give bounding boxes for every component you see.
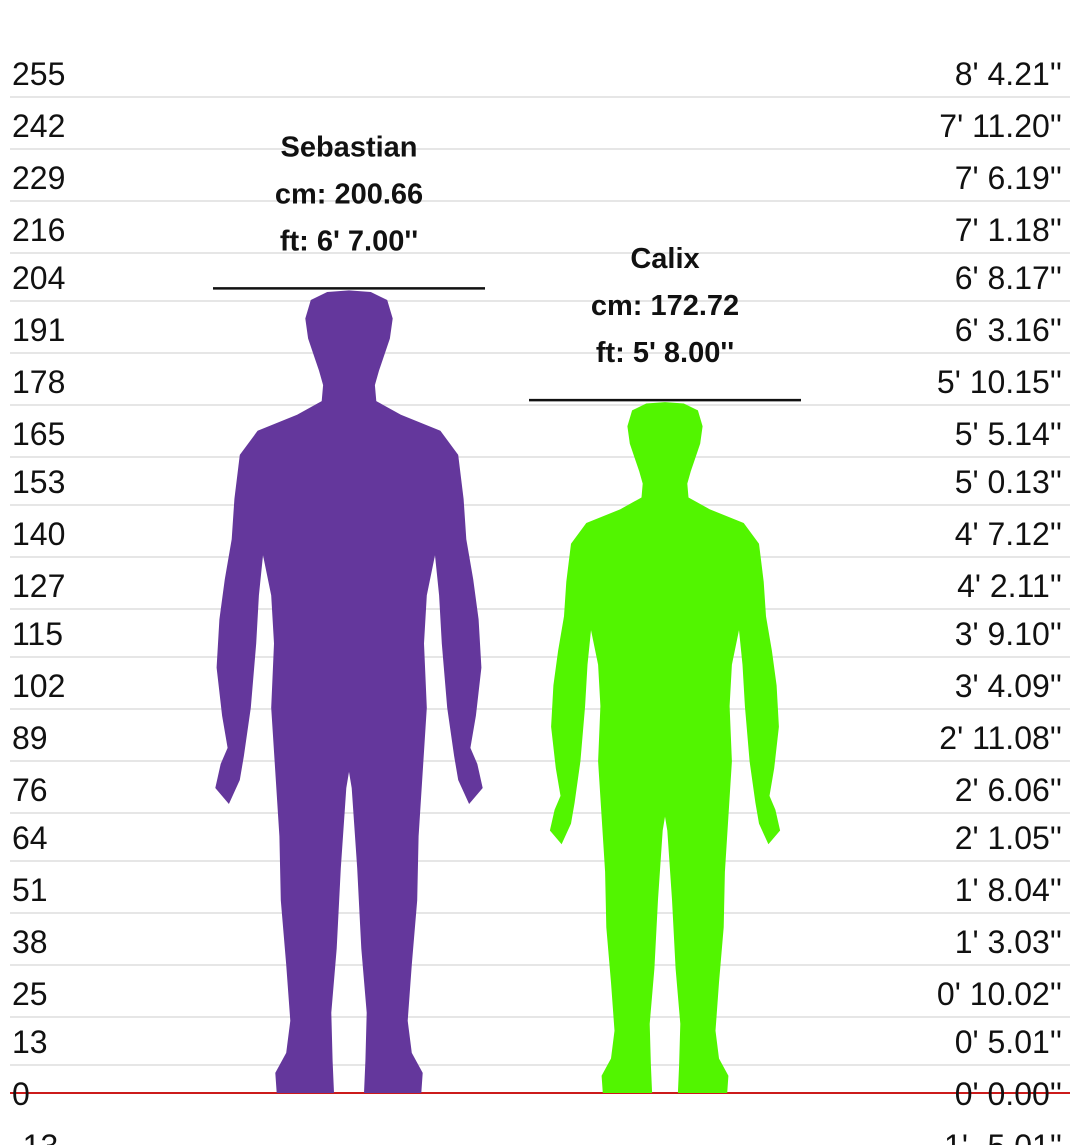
ft-tick-label: 5' 5.14'' <box>955 416 1062 452</box>
ft-tick-label: 2' 1.05'' <box>955 820 1062 856</box>
ft-tick-label: 6' 3.16'' <box>955 312 1062 348</box>
cm-tick-label: 13 <box>12 1024 48 1060</box>
cm-tick-label: 76 <box>12 772 48 808</box>
cm-tick-label: -13 <box>12 1128 58 1145</box>
cm-tick-label: 115 <box>12 616 63 652</box>
cm-tick-label: 204 <box>12 260 65 296</box>
person-cm-label: cm: 200.66 <box>275 178 423 210</box>
ft-tick-label: 4' 2.11'' <box>957 568 1062 604</box>
ft-tick-label: 5' 0.13'' <box>955 464 1062 500</box>
ft-tick-label: 5' 10.15'' <box>937 364 1062 400</box>
person-name: Calix <box>630 243 699 275</box>
person-name: Sebastian <box>281 131 418 163</box>
cm-tick-label: 153 <box>12 464 65 500</box>
cm-tick-label: 51 <box>12 872 48 908</box>
ft-tick-label: 2' 11.08'' <box>939 720 1062 756</box>
grid-lines <box>10 96 1070 1094</box>
ft-tick-label: 7' 6.19'' <box>955 160 1062 196</box>
person-ft-label: ft: 6' 7.00'' <box>280 225 418 257</box>
ft-tick-label: 3' 4.09'' <box>955 668 1062 704</box>
ft-tick-label: 8' 4.21'' <box>955 56 1062 92</box>
cm-tick-label: 165 <box>12 416 65 452</box>
axis-ticks: 255 8' 4.21'' 242 7' 11.20'' 229 7' 6.19'' 216… <box>12 56 1062 1145</box>
cm-tick-label: 38 <box>12 924 48 960</box>
cm-tick-label: 25 <box>12 976 48 1012</box>
cm-tick-label: 178 <box>12 364 65 400</box>
cm-tick-label: 102 <box>12 668 65 704</box>
cm-tick-label: 255 <box>12 56 65 92</box>
cm-tick-label: 229 <box>12 160 65 196</box>
cm-tick-label: 127 <box>12 568 65 604</box>
cm-tick-label: 191 <box>12 312 65 348</box>
ft-tick-label: 3' 9.10'' <box>955 616 1062 652</box>
ft-tick-label: 0' 0.00'' <box>955 1076 1062 1112</box>
silhouettes <box>215 290 781 1094</box>
ft-tick-label: 7' 11.20'' <box>939 108 1062 144</box>
silhouette-calix <box>549 402 781 1094</box>
cm-tick-label: 0 <box>12 1076 30 1112</box>
cm-tick-label: 140 <box>12 516 65 552</box>
person-cm-label: cm: 172.72 <box>591 290 739 322</box>
person-labels: Sebastian cm: 200.66 ft: 6' 7.00'' Calix cm:… <box>213 131 801 402</box>
cm-tick-label: 216 <box>12 212 65 248</box>
cm-tick-label: 89 <box>12 720 48 756</box>
ft-tick-label: 0' 5.01'' <box>955 1024 1062 1060</box>
cm-tick-label: 64 <box>12 820 48 856</box>
person-ft-label: ft: 5' 8.00'' <box>596 337 734 369</box>
silhouette-sebastian <box>215 290 483 1093</box>
ft-tick-label: 1' 3.03'' <box>955 924 1062 960</box>
ft-tick-label: 2' 6.06'' <box>955 772 1062 808</box>
ft-tick-label: 6' 8.17'' <box>955 260 1062 296</box>
cm-tick-label: 242 <box>12 108 65 144</box>
ft-tick-label: 1' 8.04'' <box>955 872 1062 908</box>
ft-tick-label: -1' -5.01'' <box>933 1128 1062 1145</box>
ft-tick-label: 0' 10.02'' <box>937 976 1062 1012</box>
ft-tick-label: 4' 7.12'' <box>955 516 1062 552</box>
ft-tick-label: 7' 1.18'' <box>955 212 1062 248</box>
